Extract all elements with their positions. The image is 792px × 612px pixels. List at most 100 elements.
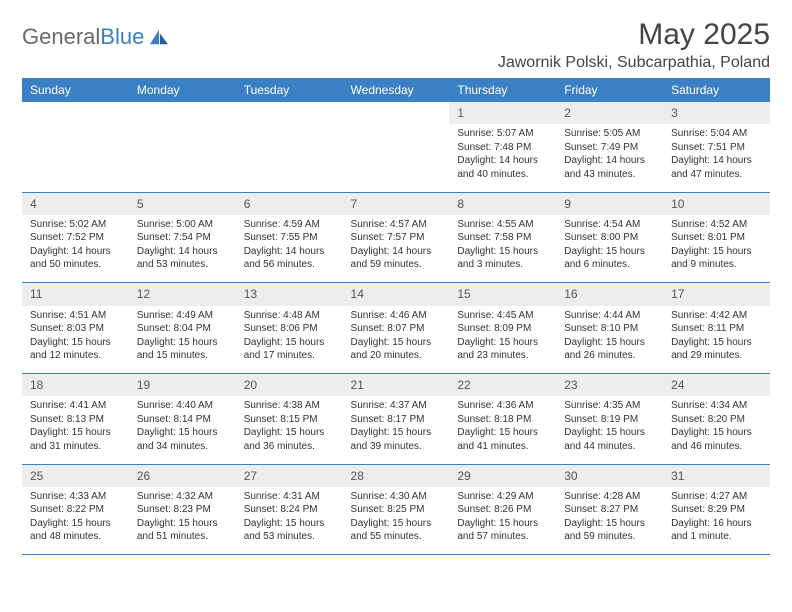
day-content-cell: Sunrise: 4:30 AMSunset: 8:25 PMDaylight:… bbox=[343, 487, 450, 555]
day-number-cell: 18 bbox=[22, 374, 129, 397]
sunset-text: Sunset: 7:57 PM bbox=[351, 231, 442, 245]
sunset-text: Sunset: 7:58 PM bbox=[457, 231, 548, 245]
day-content-cell: Sunrise: 4:44 AMSunset: 8:10 PMDaylight:… bbox=[556, 306, 663, 374]
day-number-row: 11121314151617 bbox=[22, 283, 770, 306]
daylight-text: Daylight: 15 hours and 59 minutes. bbox=[564, 517, 655, 544]
day-content-row: Sunrise: 4:51 AMSunset: 8:03 PM Daylight:… bbox=[22, 306, 770, 374]
sunset-text: Sunset: 8:17 PM bbox=[351, 413, 442, 427]
day-content-cell: Sunrise: 5:05 AMSunset: 7:49 PMDaylight:… bbox=[556, 124, 663, 192]
day-number-cell: 23 bbox=[556, 374, 663, 397]
day-content-cell: Sunrise: 4:40 AMSunset: 8:14 PMDaylight:… bbox=[129, 396, 236, 464]
sunset-text: Sunset: 8:04 PM bbox=[137, 322, 228, 336]
day-number-row: 25262728293031 bbox=[22, 464, 770, 487]
weekday-header: Monday bbox=[129, 78, 236, 102]
day-number-cell bbox=[343, 102, 450, 124]
calendar-body: 123Sunrise: 5:07 AMSunset: 7:48 PMDaylig… bbox=[22, 102, 770, 555]
day-number-cell: 19 bbox=[129, 374, 236, 397]
sunrise-text: Sunrise: 4:57 AM bbox=[351, 218, 442, 232]
daylight-text: Daylight: 14 hours and 50 minutes. bbox=[30, 245, 121, 272]
sunset-text: Sunset: 7:51 PM bbox=[671, 141, 762, 155]
sunset-text: Sunset: 8:01 PM bbox=[671, 231, 762, 245]
sunrise-text: Sunrise: 4:36 AM bbox=[457, 399, 548, 413]
sunset-text: Sunset: 8:22 PM bbox=[30, 503, 121, 517]
daylight-text: Daylight: 15 hours and 6 minutes. bbox=[564, 245, 655, 272]
day-number-cell: 1 bbox=[449, 102, 556, 124]
daylight-text: Daylight: 15 hours and 55 minutes. bbox=[351, 517, 442, 544]
day-content-cell bbox=[236, 124, 343, 192]
daylight-text: Daylight: 15 hours and 31 minutes. bbox=[30, 426, 121, 453]
day-content-row: Sunrise: 4:33 AMSunset: 8:22 PMDaylight:… bbox=[22, 487, 770, 555]
weekday-header: Friday bbox=[556, 78, 663, 102]
sunrise-text: Sunrise: 4:51 AM bbox=[30, 309, 121, 323]
sunset-text: Sunset: 7:52 PM bbox=[30, 231, 121, 245]
day-number-cell: 2 bbox=[556, 102, 663, 124]
daylight-text: Daylight: 15 hours and 44 minutes. bbox=[564, 426, 655, 453]
day-content-cell: Sunrise: 5:04 AMSunset: 7:51 PMDaylight:… bbox=[663, 124, 770, 192]
sunset-text: Sunset: 7:54 PM bbox=[137, 231, 228, 245]
daylight-text: Daylight: 14 hours and 40 minutes. bbox=[457, 154, 548, 181]
sunset-text: Sunset: 8:13 PM bbox=[30, 413, 121, 427]
daylight-text: Daylight: 15 hours and 39 minutes. bbox=[351, 426, 442, 453]
sunrise-text: Sunrise: 5:00 AM bbox=[137, 218, 228, 232]
location-text: Jawornik Polski, Subcarpathia, Poland bbox=[498, 54, 770, 72]
day-content-cell: Sunrise: 4:33 AMSunset: 8:22 PMDaylight:… bbox=[22, 487, 129, 555]
day-number-cell: 12 bbox=[129, 283, 236, 306]
day-content-cell: Sunrise: 4:46 AMSunset: 8:07 PMDaylight:… bbox=[343, 306, 450, 374]
sunset-text: Sunset: 8:18 PM bbox=[457, 413, 548, 427]
sunset-text: Sunset: 8:14 PM bbox=[137, 413, 228, 427]
sunset-text: Sunset: 8:03 PM bbox=[30, 322, 121, 336]
sunset-text: Sunset: 7:48 PM bbox=[457, 141, 548, 155]
sunset-text: Sunset: 7:49 PM bbox=[564, 141, 655, 155]
daylight-text: Daylight: 15 hours and 17 minutes. bbox=[244, 336, 335, 363]
sunrise-text: Sunrise: 4:48 AM bbox=[244, 309, 335, 323]
sunrise-text: Sunrise: 4:42 AM bbox=[671, 309, 762, 323]
day-number-cell: 13 bbox=[236, 283, 343, 306]
sunrise-text: Sunrise: 4:37 AM bbox=[351, 399, 442, 413]
weekday-row: SundayMondayTuesdayWednesdayThursdayFrid… bbox=[22, 78, 770, 102]
logo-sail-icon bbox=[148, 28, 170, 46]
daylight-text: Daylight: 15 hours and 29 minutes. bbox=[671, 336, 762, 363]
day-number-cell: 21 bbox=[343, 374, 450, 397]
day-content-cell: Sunrise: 5:07 AMSunset: 7:48 PMDaylight:… bbox=[449, 124, 556, 192]
daylight-text: Daylight: 15 hours and 26 minutes. bbox=[564, 336, 655, 363]
day-number-cell: 20 bbox=[236, 374, 343, 397]
sunset-text: Sunset: 8:24 PM bbox=[244, 503, 335, 517]
day-content-cell: Sunrise: 4:57 AMSunset: 7:57 PMDaylight:… bbox=[343, 215, 450, 283]
day-content-cell: Sunrise: 4:32 AMSunset: 8:23 PMDaylight:… bbox=[129, 487, 236, 555]
sunset-text: Sunset: 8:19 PM bbox=[564, 413, 655, 427]
day-number-cell: 24 bbox=[663, 374, 770, 397]
day-content-cell: Sunrise: 4:34 AMSunset: 8:20 PMDaylight:… bbox=[663, 396, 770, 464]
sunrise-text: Sunrise: 5:04 AM bbox=[671, 127, 762, 141]
sunrise-text: Sunrise: 4:41 AM bbox=[30, 399, 121, 413]
calendar-table: SundayMondayTuesdayWednesdayThursdayFrid… bbox=[22, 78, 770, 555]
sunset-text: Sunset: 7:55 PM bbox=[244, 231, 335, 245]
sunrise-text: Sunrise: 4:30 AM bbox=[351, 490, 442, 504]
sunrise-text: Sunrise: 4:40 AM bbox=[137, 399, 228, 413]
daylight-text: Daylight: 15 hours and 51 minutes. bbox=[137, 517, 228, 544]
sunrise-text: Sunrise: 5:02 AM bbox=[30, 218, 121, 232]
daylight-text: Daylight: 15 hours and 53 minutes. bbox=[244, 517, 335, 544]
day-number-row: 45678910 bbox=[22, 192, 770, 215]
day-content-cell: Sunrise: 4:31 AMSunset: 8:24 PMDaylight:… bbox=[236, 487, 343, 555]
sunrise-text: Sunrise: 4:31 AM bbox=[244, 490, 335, 504]
sunset-text: Sunset: 8:26 PM bbox=[457, 503, 548, 517]
day-number-cell: 30 bbox=[556, 464, 663, 487]
sunset-text: Sunset: 8:11 PM bbox=[671, 322, 762, 336]
day-content-cell bbox=[129, 124, 236, 192]
day-number-cell bbox=[22, 102, 129, 124]
day-number-cell: 17 bbox=[663, 283, 770, 306]
daylight-text: Daylight: 15 hours and 23 minutes. bbox=[457, 336, 548, 363]
sunset-text: Sunset: 8:15 PM bbox=[244, 413, 335, 427]
day-number-cell: 9 bbox=[556, 192, 663, 215]
day-number-cell: 4 bbox=[22, 192, 129, 215]
day-content-cell: Sunrise: 4:28 AMSunset: 8:27 PMDaylight:… bbox=[556, 487, 663, 555]
day-number-row: 123 bbox=[22, 102, 770, 124]
day-number-cell: 10 bbox=[663, 192, 770, 215]
day-content-cell: Sunrise: 4:42 AMSunset: 8:11 PMDaylight:… bbox=[663, 306, 770, 374]
day-content-cell: Sunrise: 4:49 AMSunset: 8:04 PMDaylight:… bbox=[129, 306, 236, 374]
weekday-header: Wednesday bbox=[343, 78, 450, 102]
weekday-header: Thursday bbox=[449, 78, 556, 102]
sunset-text: Sunset: 8:29 PM bbox=[671, 503, 762, 517]
weekday-header: Tuesday bbox=[236, 78, 343, 102]
daylight-text: Daylight: 14 hours and 56 minutes. bbox=[244, 245, 335, 272]
